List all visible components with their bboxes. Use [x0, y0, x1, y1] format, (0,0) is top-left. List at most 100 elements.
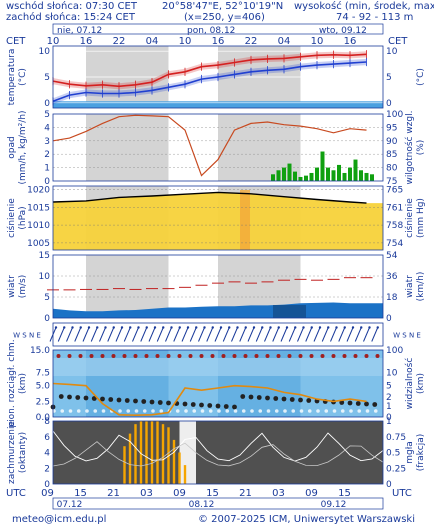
hour-tick-top: 22: [113, 36, 126, 47]
wind-direction-arrow: [165, 327, 172, 342]
low-cloud-dot: [134, 409, 139, 413]
cloud-base-dot: [199, 402, 204, 408]
precip-bar: [293, 171, 297, 181]
cloud-octant-tick: 2: [44, 464, 50, 474]
cloud-top-dot: [287, 354, 292, 358]
elevation-values: 74 - 92 - 113 m: [336, 12, 414, 23]
wind-kmh-tick: 18: [386, 293, 398, 303]
coordinates-text: 20°58'47"E, 52°10'19"N: [162, 1, 284, 12]
wind-direction-arrow: [132, 327, 139, 342]
low-cloud-dot: [274, 409, 279, 413]
cloud-base-dot: [100, 396, 105, 402]
visibility-tick: 100: [386, 346, 403, 356]
cloud-top-dot: [243, 354, 248, 358]
wind-speed-peak: [273, 305, 306, 318]
wind-direction-head: [129, 326, 132, 329]
hour-tick-top: 22: [245, 36, 258, 47]
visibility-tick: 0: [386, 413, 392, 423]
temperature-tick: 10: [39, 47, 51, 57]
timezone-top-right: CET: [388, 36, 408, 47]
low-cloud-dot: [76, 409, 81, 413]
wind-direction-arrow: [288, 327, 296, 342]
precip-bar: [331, 170, 336, 181]
wind-direction-arrow: [198, 327, 205, 342]
humidity-tick: 75: [386, 177, 397, 187]
precip-tick: 3: [44, 137, 50, 147]
precip-tick: 1: [44, 164, 50, 174]
wind-direction-arrow: [74, 327, 82, 342]
hour-tick-bottom: 21: [107, 488, 120, 499]
cloud-base-dot: [182, 401, 188, 407]
low-cloud-dot: [93, 409, 98, 413]
wind-tick: 0: [44, 314, 50, 324]
humidity-tick: 85: [386, 150, 397, 160]
wind-direction-head: [186, 326, 190, 329]
cloud-top-dot: [375, 354, 380, 358]
low-cloud-dot: [349, 409, 353, 413]
wind-direction-arrow: [239, 327, 247, 342]
cloud-top-dot: [331, 354, 336, 358]
low-cloud-dot: [340, 409, 345, 413]
temperature-spread: [53, 51, 367, 90]
cloud-base-dot: [364, 401, 369, 407]
contact-email[interactable]: meteo@icm.edu.pl: [12, 514, 107, 525]
wind-direction-arrow: [99, 327, 106, 342]
wind-direction-arrow: [272, 327, 280, 342]
wind-direction-head: [376, 326, 379, 329]
wind-direction-arrow: [330, 327, 337, 342]
cloud-extent-tick: 5.0: [36, 382, 51, 392]
hour-tick-top: 16: [212, 36, 225, 47]
fog-bar: [161, 424, 165, 484]
cloud-top-dot: [265, 354, 270, 358]
wind-kmh-tick: 36: [386, 272, 398, 282]
panel-frame-wind: [52, 254, 384, 319]
wind-direction-arrow: [363, 327, 370, 342]
wind-direction-head: [87, 326, 91, 329]
cloud-top-dot: [56, 354, 61, 358]
cloud-top-dot: [133, 354, 138, 358]
wind-direction-arrow: [338, 327, 346, 342]
cloud-axis-label: zachmurzenie: [7, 421, 17, 485]
wind-direction-head: [302, 326, 305, 329]
cloud-extent-tick: 2.5: [36, 397, 50, 407]
fog-fraction-tick: 0.25: [386, 464, 406, 474]
fog-bar: [134, 424, 137, 484]
wind-kmh-axis-label-unit: (km/h): [416, 272, 426, 302]
cloud-cover-line-2: [52, 441, 384, 467]
temperature-tick-right: 5: [386, 73, 392, 83]
temperature-ground-band: [53, 101, 383, 108]
top-day-strip: [52, 23, 384, 35]
pressure-axis-label-unit: (hPa): [18, 206, 28, 229]
hour-tick-top: 16: [80, 36, 93, 47]
wind-direction-head: [71, 326, 74, 329]
wind-direction-head: [327, 326, 330, 329]
visibility-line: [52, 382, 367, 417]
visibility-axis-label: widzialność: [404, 358, 415, 410]
wind-direction-head: [351, 326, 355, 329]
wind-direction-arrow: [66, 327, 73, 342]
wind-kmh-tick: 0: [386, 314, 392, 324]
cloud-top-dot: [320, 354, 325, 358]
wind-direction-arrow: [280, 327, 288, 342]
hour-tick-top: 10: [311, 36, 324, 47]
night-band: [86, 114, 169, 181]
cloud-base-dot: [215, 403, 221, 409]
wind-direction-head: [162, 326, 165, 329]
cloud-top-dot: [221, 354, 226, 358]
precip-bar: [370, 174, 374, 181]
hour-tick-bottom: 09: [305, 488, 318, 499]
wind-kmh-axis-label: wiatr: [405, 275, 415, 298]
hour-tick-bottom: 15: [74, 488, 87, 499]
wind-direction-head: [96, 326, 99, 329]
bottom-day-strip: [52, 497, 384, 510]
fog-bar: [150, 421, 154, 484]
precip-bar: [276, 170, 281, 181]
precip-bar: [326, 167, 330, 181]
precip-axis-label-unit: (mm/h, kg/m²/h): [18, 110, 28, 184]
low-cloud-dot: [68, 409, 73, 413]
wind-direction-head: [318, 326, 322, 329]
low-cloud-dot: [192, 409, 197, 413]
hour-tick-bottom: 03: [272, 488, 285, 499]
low-cloud-dot: [126, 409, 131, 413]
